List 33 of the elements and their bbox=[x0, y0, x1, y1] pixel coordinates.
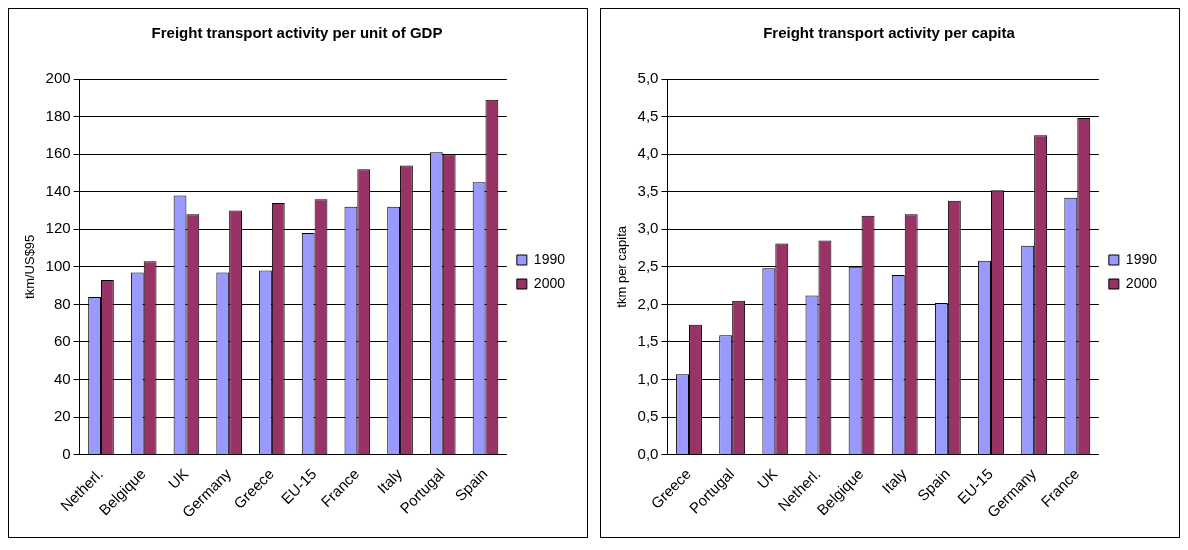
y-tick-label: 4,5 bbox=[637, 106, 659, 124]
y-tick-label: 0,0 bbox=[637, 444, 659, 462]
x-tick-label: UK bbox=[753, 465, 781, 492]
y-tick-label: 100 bbox=[45, 256, 71, 274]
chart-title: Freight transport activity per capita bbox=[763, 24, 1016, 42]
y-axis-title: tkm per capita bbox=[614, 225, 630, 308]
y-tick-label: 3,0 bbox=[637, 219, 659, 237]
y-tick-label: 2,5 bbox=[637, 256, 659, 274]
y-tick-label: 120 bbox=[45, 219, 71, 237]
x-tick-label: Italy bbox=[878, 464, 911, 497]
y-tick-label: 200 bbox=[45, 69, 71, 87]
y-tick-label: 1,5 bbox=[637, 332, 659, 350]
legend-label: 2000 bbox=[1125, 274, 1158, 291]
y-tick-label: 140 bbox=[45, 181, 71, 199]
y-tick-label: 5,0 bbox=[637, 69, 659, 87]
x-tick-label: Italy bbox=[373, 464, 406, 497]
y-tick-label: 0,5 bbox=[637, 407, 659, 425]
y-tick-label: 180 bbox=[45, 106, 71, 124]
y-tick-label: 160 bbox=[45, 144, 71, 162]
legend-label: 2000 bbox=[533, 274, 566, 291]
y-tick-label: 0 bbox=[62, 444, 71, 462]
y-tick-label: 4,0 bbox=[637, 144, 659, 162]
legend-label: 1990 bbox=[1125, 250, 1158, 267]
legend-label: 1990 bbox=[533, 250, 566, 267]
y-tick-label: 80 bbox=[53, 294, 71, 312]
y-tick-label: 20 bbox=[53, 407, 71, 425]
y-tick-label: 1,0 bbox=[637, 369, 659, 387]
y-tick-label: 60 bbox=[53, 332, 71, 350]
y-axis-title: tkm/US$95 bbox=[22, 234, 38, 299]
y-tick-label: 3,5 bbox=[637, 181, 659, 199]
y-tick-label: 40 bbox=[53, 369, 71, 387]
y-tick-label: 2,0 bbox=[637, 294, 659, 312]
chart-title: Freight transport activity per unit of GDP bbox=[151, 24, 443, 42]
